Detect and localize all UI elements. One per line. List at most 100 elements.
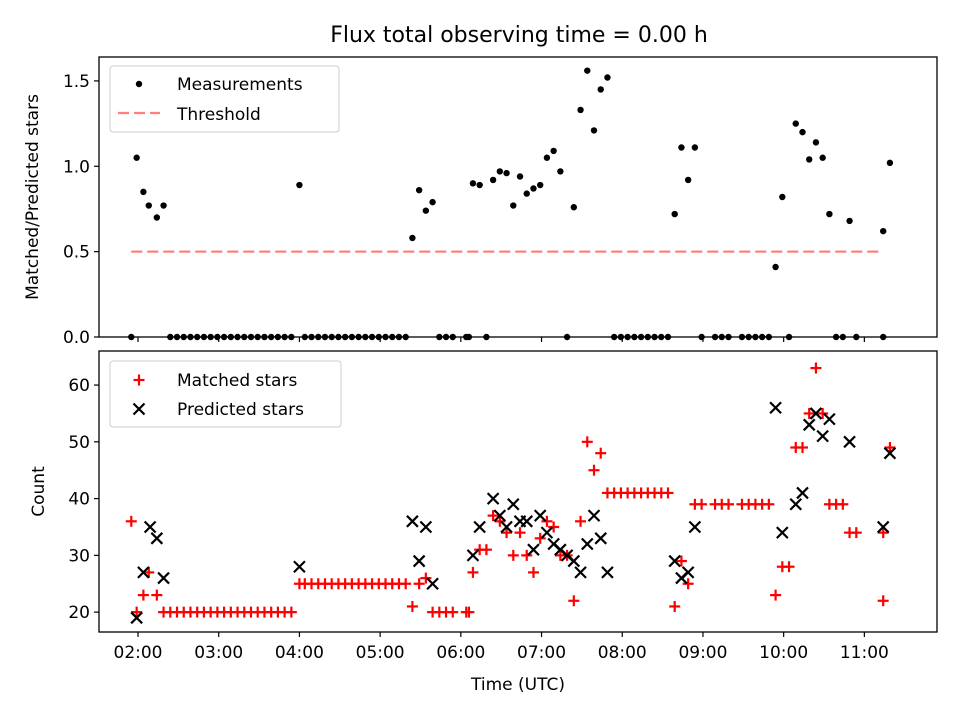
x-tick-label: 11:00 <box>840 643 889 663</box>
count-y-axis-label: Count <box>29 466 49 517</box>
predicted-star-point <box>130 611 143 625</box>
predicted-star-point <box>816 429 829 443</box>
y-tick-label: 50 <box>68 433 90 453</box>
count-axis-ticks: 20 30 40 50 60 02:00 03:00 04:00 05:00 06:00 07:00… <box>68 376 889 663</box>
measurement-point <box>496 168 504 175</box>
matched-star-point <box>595 447 607 459</box>
measurement-point <box>133 154 140 161</box>
predicted-star-point <box>594 532 608 545</box>
legend-box <box>109 65 340 133</box>
measurement-point <box>691 144 699 151</box>
y-tick-label: 1.0 <box>63 157 90 177</box>
measurement-point <box>799 128 806 136</box>
predicted-star-point <box>789 497 803 511</box>
matched-star-point <box>447 606 459 618</box>
matched-star-point <box>575 515 587 527</box>
measurement-point <box>792 120 799 127</box>
ratio-axes-frame <box>98 56 938 338</box>
measurement-point <box>296 181 303 189</box>
predicted-star-point <box>507 497 520 511</box>
matched-star-point <box>568 595 580 607</box>
x-tick-label: 02:00 <box>114 643 163 663</box>
measurement-point <box>489 176 497 184</box>
matched-star-point <box>487 510 499 522</box>
matched-star-point <box>796 442 808 454</box>
measurement-point <box>503 169 510 177</box>
legend-matched-marker <box>133 374 145 386</box>
matched-star-point <box>581 436 593 448</box>
matched-star-point <box>837 498 849 510</box>
matched-star-point <box>877 527 889 539</box>
measurement-point <box>879 227 887 235</box>
matched-star-point <box>696 498 708 510</box>
measurement-point <box>536 181 544 189</box>
matched-star-point <box>507 549 519 561</box>
y-tick-label: 40 <box>68 490 90 510</box>
count-axes-frame <box>98 350 938 633</box>
matched-star-point <box>285 606 297 618</box>
count-legend: Matched stars Predicted stars <box>109 360 342 428</box>
matched-star-point <box>548 521 560 533</box>
measurement-point <box>812 139 820 146</box>
measurement-point <box>806 156 813 163</box>
matched-star-point <box>514 527 526 539</box>
predicted-star-point <box>406 515 419 528</box>
measurement-point <box>409 234 416 242</box>
ratio-panel: 0.0 0.5 1.0 1.5 Matched/Predicted stars Mea… <box>23 56 938 348</box>
matched-star-point <box>413 578 425 590</box>
matched-star-point <box>420 572 432 584</box>
matched-star-point <box>480 544 492 556</box>
predicted-star-point <box>143 520 157 534</box>
predicted-star-point <box>486 492 500 505</box>
measurement-point <box>523 190 530 197</box>
matched-star-point <box>541 515 553 527</box>
legend-measurements-label: Measurements <box>177 75 303 95</box>
predicted-star-point <box>776 526 789 539</box>
predicted-star-point <box>137 566 150 579</box>
matched-star-point <box>143 566 155 578</box>
measurement-point <box>819 154 826 161</box>
predicted-star-point <box>802 418 816 432</box>
measurement-point <box>886 159 894 167</box>
count-panel: 20 30 40 50 60 02:00 03:00 04:00 05:00 06:00 07:00… <box>29 350 938 695</box>
measurement-point <box>140 188 147 196</box>
predicted-star-point <box>533 509 547 522</box>
legend-box <box>109 360 342 428</box>
matched-star-point <box>803 407 815 419</box>
matched-star-point <box>850 527 862 539</box>
measurement-point <box>671 210 678 218</box>
predicted-star-point <box>540 526 554 539</box>
legend-predicted-marker <box>132 402 146 416</box>
measurement-point <box>678 144 685 151</box>
measurement-point <box>570 204 578 211</box>
ratio-legend: Measurements Threshold <box>109 65 340 133</box>
matched-star-point <box>467 566 479 578</box>
y-tick-label: 60 <box>68 376 90 396</box>
predicted-star-point <box>520 515 534 528</box>
predicted-star-point <box>567 554 581 568</box>
matched-star-point <box>682 578 694 590</box>
measurement-point <box>684 176 692 184</box>
measurement-point <box>604 74 611 81</box>
predicted-star-point <box>293 560 306 573</box>
predicted-star-point <box>527 543 540 556</box>
y-tick-label: 1.5 <box>63 72 90 92</box>
y-tick-label: 0.0 <box>63 328 90 348</box>
measurement-point <box>557 168 564 175</box>
measurement-point <box>543 154 551 161</box>
y-tick-label: 30 <box>68 546 90 566</box>
measurement-point <box>476 181 483 189</box>
measurement-point <box>469 180 477 187</box>
matched-star-point <box>723 498 735 510</box>
matched-star-point <box>137 589 149 601</box>
matched-star-point <box>125 515 137 527</box>
legend-threshold-label: Threshold <box>176 105 261 125</box>
predicted-star-point <box>419 520 433 534</box>
matched-star-point <box>151 589 163 601</box>
predicted-star-point <box>500 520 513 534</box>
matched-star-point <box>521 549 533 561</box>
predicted-star-point <box>601 566 614 579</box>
measurement-point <box>846 217 853 225</box>
matched-star-point <box>494 515 506 527</box>
predicted-star-point <box>412 554 426 568</box>
